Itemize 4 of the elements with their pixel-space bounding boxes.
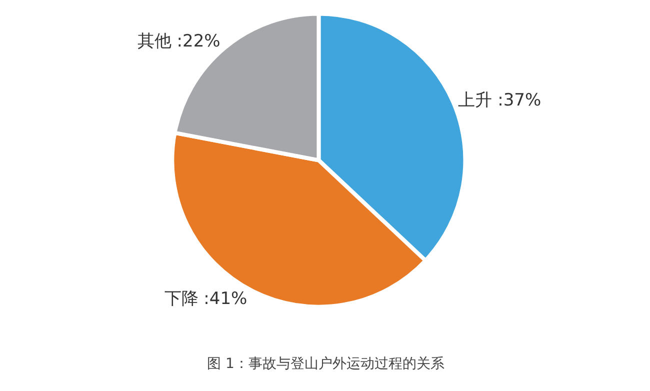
- slice-label: 上升 :37%: [458, 90, 542, 110]
- caption: 图 1：事故与登山户外运动过程的关系: [207, 356, 444, 372]
- slice-label: 其他 :22%: [137, 31, 220, 52]
- slice-label: 下降 :41%: [164, 288, 248, 309]
